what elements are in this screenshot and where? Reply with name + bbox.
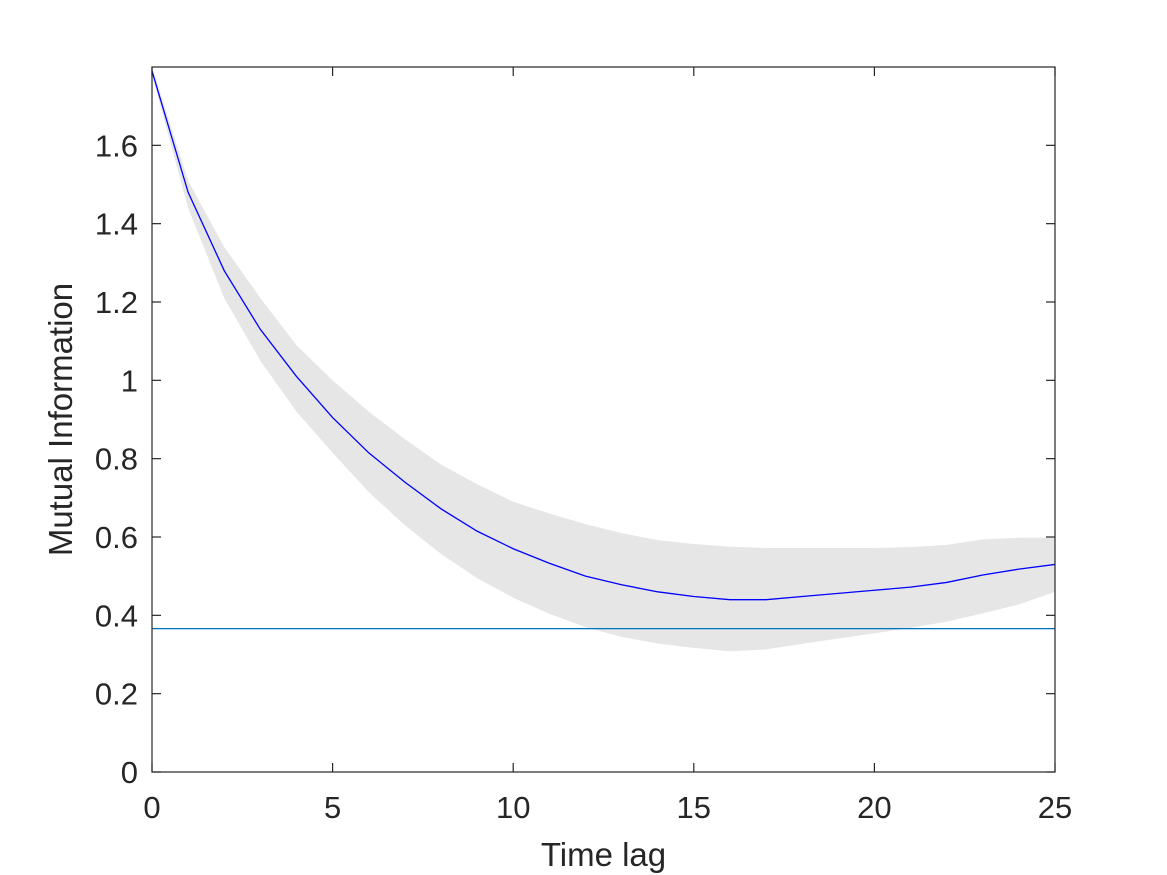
y-tick-label: 0.8 xyxy=(95,442,138,477)
x-tick-label: 20 xyxy=(857,790,891,825)
x-axis-label: Time lag xyxy=(541,836,666,873)
confidence-band xyxy=(152,67,1055,652)
y-tick-label: 0.2 xyxy=(95,677,138,712)
y-tick-label: 0.6 xyxy=(95,520,138,555)
y-tick-label: 1.4 xyxy=(95,207,138,242)
x-tick-label: 5 xyxy=(324,790,341,825)
x-tick-label: 15 xyxy=(677,790,711,825)
y-tick-label: 0.4 xyxy=(95,598,138,633)
mutual-information-line xyxy=(152,70,1055,601)
axes: 0 5 10 15 20 25 0 0.2 0.4 0.6 0.8 1 1.2 1.4 1.6 xyxy=(95,66,1072,825)
y-tick-label: 1 xyxy=(121,363,138,398)
series-group xyxy=(152,67,1055,652)
x-tick-label: 10 xyxy=(496,790,530,825)
axes-box xyxy=(151,66,1056,773)
plot-area xyxy=(152,67,1055,652)
x-tick-label: 0 xyxy=(143,790,160,825)
y-tick-label: 0 xyxy=(121,755,138,790)
y-tick-label: 1.6 xyxy=(95,128,138,163)
x-tick-label: 25 xyxy=(1038,790,1072,825)
y-axis-label: Mutual Information xyxy=(42,283,79,556)
y-tick-label: 1.2 xyxy=(95,285,138,320)
